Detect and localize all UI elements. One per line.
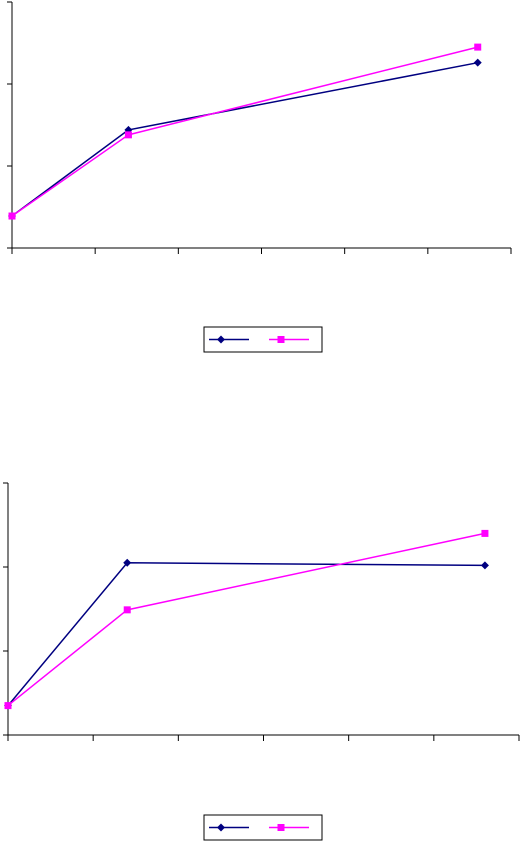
series-line (11, 61, 478, 217)
marker (123, 558, 132, 567)
marker (123, 606, 131, 614)
marker (4, 702, 12, 710)
marker (481, 529, 489, 537)
legend-marker (277, 336, 285, 343)
marker (474, 43, 482, 51)
legend-marker (217, 823, 225, 832)
marker (124, 131, 132, 139)
series-line (11, 46, 478, 217)
legend-marker (217, 335, 225, 344)
marker (480, 561, 489, 570)
legend-marker (277, 824, 285, 831)
marker (473, 58, 482, 67)
marker (8, 212, 16, 220)
